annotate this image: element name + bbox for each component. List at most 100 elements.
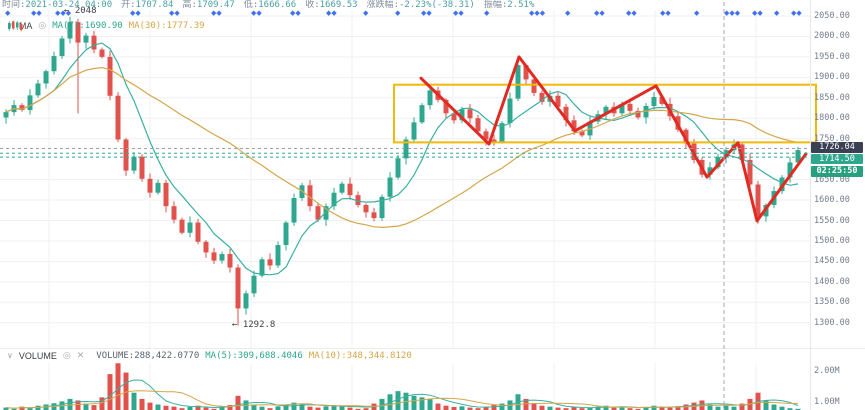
volume-bar[interactable]: [27, 408, 33, 410]
candle[interactable]: [387, 177, 393, 197]
volume-bar[interactable]: [307, 406, 313, 410]
candle[interactable]: [403, 139, 409, 159]
eye-icon[interactable]: ◎: [62, 350, 71, 360]
candle[interactable]: [115, 95, 121, 140]
volume-bar[interactable]: [587, 407, 593, 410]
volume-bar[interactable]: [619, 406, 625, 410]
volume-bar[interactable]: [723, 405, 729, 410]
volume-bar[interactable]: [283, 404, 289, 410]
volume-bar[interactable]: [491, 405, 497, 410]
volume-bar[interactable]: [795, 408, 801, 410]
candle[interactable]: [75, 22, 81, 43]
candle[interactable]: [619, 103, 625, 114]
event-marker-diamond[interactable]: ◆◆: [752, 10, 763, 17]
candle[interactable]: [107, 56, 113, 96]
candle[interactable]: [491, 139, 497, 142]
candle[interactable]: [563, 106, 569, 121]
volume-bar[interactable]: [555, 407, 561, 410]
candle[interactable]: [787, 162, 793, 178]
event-marker-diamond[interactable]: ◆: [565, 10, 571, 17]
event-marker-diamond[interactable]: ◆: [694, 10, 700, 17]
volume-bar[interactable]: [731, 406, 737, 410]
event-marker-diamond[interactable]: ◆◆: [290, 10, 301, 17]
event-marker-diamond[interactable]: ◆◆◆: [55, 10, 72, 17]
volume-bar[interactable]: [395, 391, 401, 410]
candle[interactable]: [283, 222, 289, 246]
candle[interactable]: [51, 56, 57, 72]
candle[interactable]: [203, 241, 209, 253]
event-marker-diamond[interactable]: ◆: [5, 10, 11, 17]
volume-bar[interactable]: [3, 407, 9, 410]
candle[interactable]: [179, 219, 185, 233]
candle[interactable]: [147, 178, 153, 193]
candle[interactable]: [427, 90, 433, 106]
candle[interactable]: [139, 156, 145, 179]
volume-bar[interactable]: [179, 408, 185, 410]
volume-bar[interactable]: [203, 407, 209, 410]
candle[interactable]: [99, 49, 105, 57]
volume-bar[interactable]: [427, 398, 433, 410]
candle[interactable]: [243, 293, 249, 309]
candle[interactable]: [475, 118, 481, 132]
candle[interactable]: [323, 206, 329, 220]
drawn-rectangle[interactable]: [393, 83, 817, 144]
candle[interactable]: [339, 183, 345, 193]
candle[interactable]: [27, 95, 33, 111]
trend-zigzag-line[interactable]: [419, 55, 808, 223]
candle[interactable]: [123, 139, 129, 171]
candle[interactable]: [187, 222, 193, 233]
volume-bar[interactable]: [91, 405, 97, 410]
volume-bar[interactable]: [467, 407, 473, 410]
volume-bar[interactable]: [579, 408, 585, 410]
volume-bar[interactable]: [123, 372, 129, 410]
volume-bar[interactable]: [155, 404, 161, 410]
candle[interactable]: [155, 182, 161, 193]
volume-bar[interactable]: [171, 406, 177, 410]
volume-bar[interactable]: [699, 400, 705, 410]
volume-bar[interactable]: [75, 400, 81, 410]
volume-bar[interactable]: [187, 406, 193, 410]
volume-bar[interactable]: [651, 405, 657, 410]
volume-bar[interactable]: [259, 406, 265, 410]
volume-bar[interactable]: [523, 398, 529, 410]
candle[interactable]: [251, 275, 257, 294]
volume-bar[interactable]: [643, 406, 649, 410]
volume-bar[interactable]: [763, 400, 769, 410]
candle[interactable]: [259, 259, 265, 276]
volume-bar[interactable]: [275, 406, 281, 410]
volume-bar[interactable]: [99, 397, 105, 410]
volume-bar[interactable]: [787, 408, 793, 410]
volume-bar[interactable]: [147, 402, 153, 410]
candle[interactable]: [443, 99, 449, 114]
candle[interactable]: [267, 259, 273, 266]
event-marker-diamond[interactable]: ◆: [774, 10, 780, 17]
candle[interactable]: [707, 167, 713, 175]
volume-bar[interactable]: [379, 398, 385, 410]
candle[interactable]: [747, 159, 753, 185]
volume-bar[interactable]: [531, 403, 537, 410]
volume-bar[interactable]: [107, 374, 113, 410]
event-marker-diamond[interactable]: ◆◆◆: [529, 10, 546, 17]
event-marker-diamond[interactable]: ◆: [395, 10, 401, 17]
candle[interactable]: [219, 254, 225, 261]
volume-bar[interactable]: [659, 406, 665, 410]
candle[interactable]: [395, 158, 401, 178]
volume-bar[interactable]: [483, 406, 489, 410]
volume-bar[interactable]: [499, 403, 505, 410]
candle[interactable]: [795, 150, 801, 163]
candle[interactable]: [451, 113, 457, 121]
candle[interactable]: [363, 204, 369, 213]
candle[interactable]: [35, 83, 41, 96]
candle[interactable]: [659, 96, 665, 104]
volume-bar[interactable]: [315, 407, 321, 410]
candle[interactable]: [371, 212, 377, 219]
volume-bar[interactable]: [443, 405, 449, 410]
event-marker-diamond[interactable]: ◆◆: [421, 10, 432, 17]
volume-bar[interactable]: [603, 405, 609, 410]
volume-bar[interactable]: [67, 398, 73, 410]
candle[interactable]: [531, 79, 537, 93]
volume-bar[interactable]: [83, 403, 89, 410]
candle[interactable]: [515, 65, 521, 99]
volume-bar[interactable]: [291, 402, 297, 410]
